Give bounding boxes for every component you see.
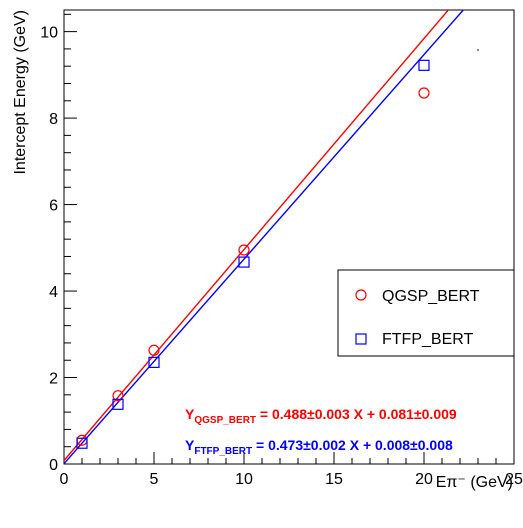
ftfp-bert-point — [418, 59, 430, 71]
fit-line-qgsp-bert — [64, 10, 450, 461]
y-tick-label: 2 — [49, 371, 58, 388]
x-tick-label: 20 — [415, 471, 433, 488]
fit-ftfp-rest: = 0.473±0.002 X + 0.008±0.008 — [252, 437, 453, 453]
legend-box — [337, 269, 515, 357]
legend-label-ftfp: FTFP_BERT — [382, 331, 474, 348]
x-tick-label: 10 — [235, 471, 253, 488]
y-tick-label: 0 — [49, 457, 58, 474]
fit-ftfp-sub: FTFP_BERT — [194, 446, 252, 457]
axes: 0 5 10 15 20 25 0 2 4 6 8 10 — [40, 13, 523, 488]
ftfp-bert-point — [238, 256, 250, 268]
ftfp-bert-point — [76, 437, 88, 449]
x-tick-label: 15 — [325, 471, 343, 488]
qgsp-bert-point — [238, 244, 250, 256]
y-tick-label: 6 — [49, 198, 58, 215]
fit-line-ftfp-bert — [64, 10, 465, 464]
x-axis-title: Eπ⁻ (GeV) — [436, 474, 513, 491]
fit-lines — [64, 10, 465, 464]
ftfp-bert-point — [112, 398, 124, 410]
fit-qgsp-y: Y — [185, 406, 195, 422]
fit-qgsp-sub: QGSP_BERT — [194, 415, 256, 426]
fit-annotation-qgsp: YQGSP_BERT = 0.488±0.003 X + 0.081±0.009 — [185, 406, 457, 426]
ftfp-bert-point — [148, 356, 160, 368]
qgsp-bert-point — [148, 344, 160, 356]
legend-marker-qgsp — [355, 289, 367, 301]
y-axis-title: Intercept Energy (GeV) — [12, 10, 29, 175]
data-points — [76, 59, 430, 449]
fit-annotation-ftfp: YFTFP_BERT = 0.473±0.002 X + 0.008±0.008 — [185, 437, 453, 457]
legend: QGSP_BERT FTFP_BERT — [337, 269, 515, 357]
y-tick-label: 4 — [49, 284, 58, 301]
x-tick-label: 0 — [60, 471, 69, 488]
legend-marker-ftfp — [355, 333, 367, 345]
legend-label-qgsp: QGSP_BERT — [382, 288, 480, 305]
stray-dot — [477, 49, 479, 51]
y-tick-label: 8 — [49, 111, 58, 128]
x-tick-label: 25 — [505, 471, 523, 488]
fit-ftfp-y: Y — [185, 437, 195, 453]
plot-frame — [63, 9, 515, 465]
fit-qgsp-rest: = 0.488±0.003 X + 0.081±0.009 — [256, 406, 457, 422]
x-tick-label: 5 — [150, 471, 159, 488]
qgsp-bert-point — [418, 87, 430, 99]
y-tick-label: 10 — [40, 25, 58, 42]
qgsp-bert-point — [112, 390, 124, 402]
